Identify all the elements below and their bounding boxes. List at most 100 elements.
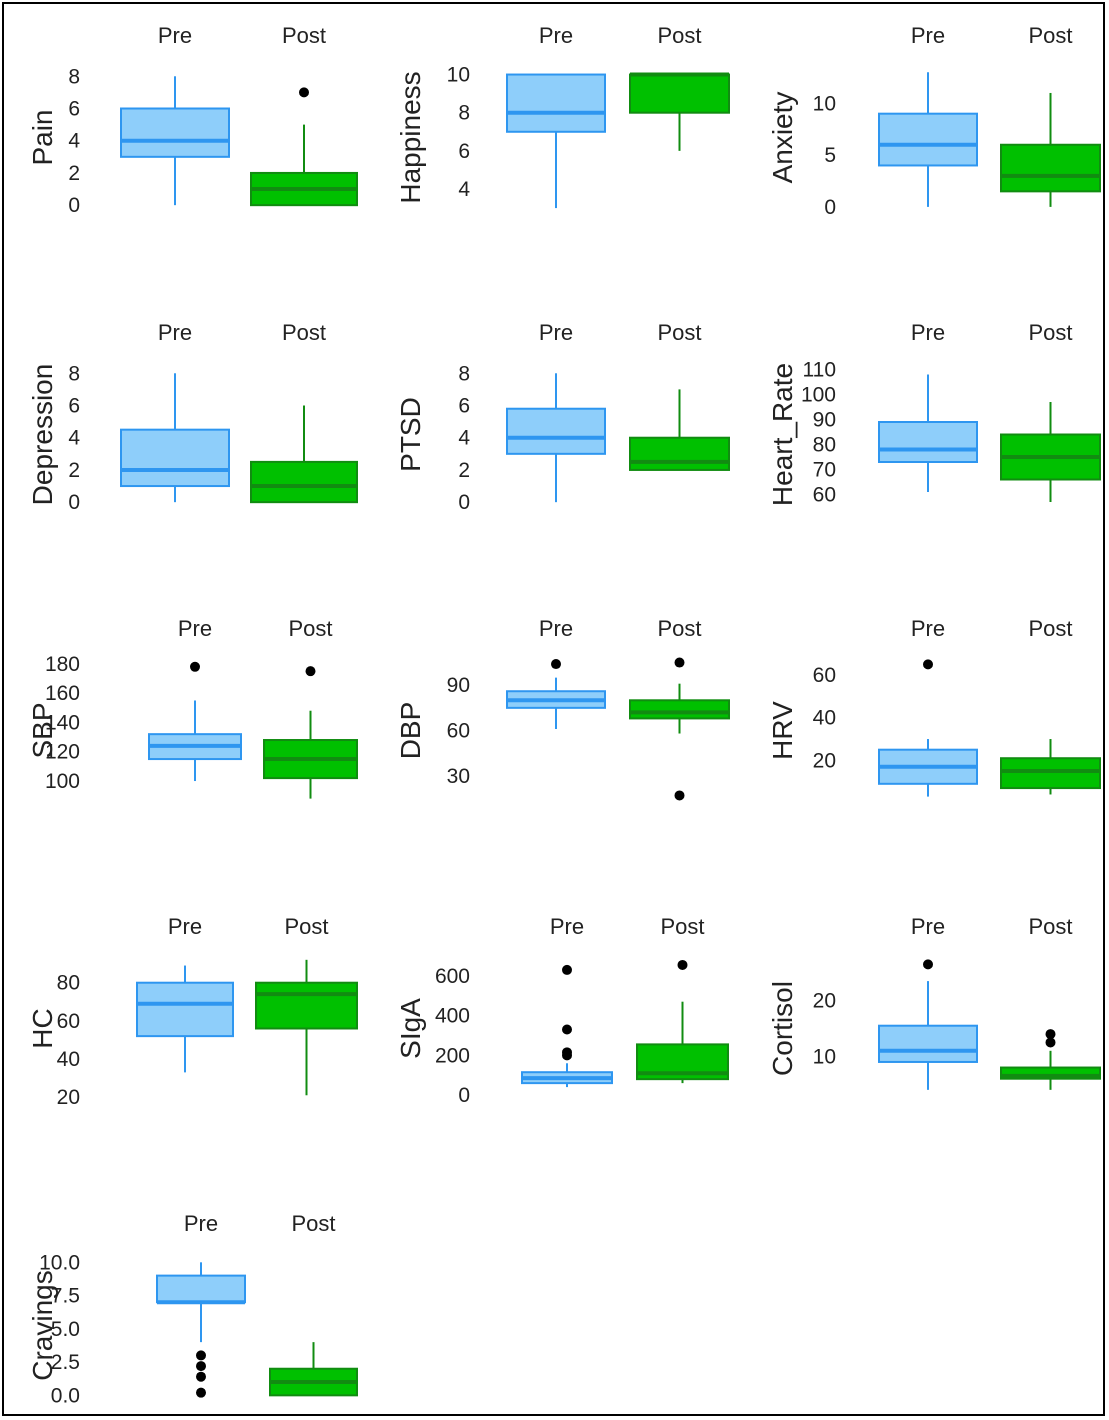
outlier-point bbox=[674, 657, 685, 668]
y-tick-label: 80 bbox=[813, 434, 836, 457]
group-label-pre: Pre bbox=[539, 320, 573, 345]
outlier-point bbox=[562, 1050, 572, 1061]
y-axis-title: SIgA bbox=[395, 998, 426, 1059]
y-tick-label: 60 bbox=[447, 720, 470, 743]
panel-pain: Pain 0 2 4 6 8 Pre Post bbox=[27, 23, 358, 217]
box-post bbox=[629, 699, 730, 720]
box-post bbox=[629, 73, 730, 114]
group-label-post: Post bbox=[1028, 914, 1072, 939]
y-tick-label: 2 bbox=[458, 459, 470, 482]
group-label-pre: Pre bbox=[911, 914, 945, 939]
outlier-point bbox=[551, 659, 561, 670]
y-tick-label: 90 bbox=[447, 674, 470, 697]
group-label-pre: Pre bbox=[911, 320, 945, 345]
y-tick-label: 20 bbox=[813, 990, 836, 1013]
group-label-post: Post bbox=[657, 320, 701, 345]
y-axis-title: DBP bbox=[395, 702, 426, 760]
outlier-point bbox=[305, 666, 316, 677]
y-tick-label: 200 bbox=[435, 1044, 470, 1067]
outlier-point bbox=[1045, 1029, 1056, 1040]
y-tick-label: 40 bbox=[57, 1048, 80, 1071]
y-tick-label: 160 bbox=[45, 682, 80, 705]
group-label-pre: Pre bbox=[911, 23, 945, 48]
y-tick-label: 2.5 bbox=[51, 1351, 80, 1374]
y-tick-label: 5.0 bbox=[51, 1318, 80, 1341]
y-tick-label: 6 bbox=[458, 395, 470, 418]
group-label-post: Post bbox=[1028, 23, 1072, 48]
panel-happiness: Happiness 4 6 8 10 Pre Post bbox=[395, 23, 730, 209]
box-pre bbox=[136, 981, 234, 1038]
y-tick-label: 10 bbox=[813, 92, 836, 115]
y-tick-label: 0 bbox=[824, 196, 836, 219]
outlier-point bbox=[196, 1350, 206, 1361]
y-tick-label: 120 bbox=[45, 741, 80, 764]
y-tick-label: 600 bbox=[435, 965, 470, 988]
y-tick-label: 110 bbox=[803, 359, 836, 382]
group-label-post: Post bbox=[282, 320, 326, 345]
group-label-post: Post bbox=[1028, 320, 1072, 345]
outlier-point bbox=[562, 964, 572, 975]
y-tick-label: 180 bbox=[45, 653, 80, 676]
group-label-post: Post bbox=[282, 23, 326, 48]
group-label-post: Post bbox=[1028, 616, 1072, 641]
y-tick-label: 60 bbox=[813, 484, 836, 507]
y-tick-label: 0 bbox=[458, 1084, 470, 1107]
outlier-point bbox=[674, 790, 685, 801]
box-pre bbox=[878, 112, 978, 167]
box-pre bbox=[878, 421, 978, 463]
y-tick-label: 4 bbox=[458, 178, 470, 201]
outlier-point bbox=[1045, 1037, 1056, 1048]
y-axis-title: SBP bbox=[27, 702, 58, 758]
outlier-point bbox=[190, 661, 200, 672]
group-label-pre: Pre bbox=[911, 616, 945, 641]
group-label-post: Post bbox=[660, 914, 704, 939]
y-tick-label: 400 bbox=[435, 1005, 470, 1028]
box-post bbox=[250, 460, 358, 504]
box-pre bbox=[878, 1024, 978, 1063]
y-axis-title: Pain bbox=[27, 109, 58, 165]
y-tick-label: 10.0 bbox=[39, 1251, 80, 1274]
box-post bbox=[629, 436, 730, 471]
group-label-pre: Pre bbox=[168, 914, 202, 939]
panel-dbp: DBP 30 60 90 Pre Post bbox=[395, 616, 730, 801]
y-tick-label: 6 bbox=[458, 140, 470, 163]
y-tick-label: 100 bbox=[801, 384, 836, 407]
box-pre bbox=[506, 407, 606, 455]
box-post bbox=[1000, 143, 1101, 193]
outlier-point bbox=[923, 659, 933, 670]
outlier-point bbox=[299, 87, 309, 98]
panel-siga: SIgA 0 200 400 600 Pre Post bbox=[395, 914, 729, 1107]
y-tick-label: 0.0 bbox=[51, 1384, 80, 1407]
y-tick-label: 60 bbox=[813, 664, 836, 687]
box-pre bbox=[506, 73, 606, 133]
y-tick-label: 4 bbox=[458, 427, 470, 450]
y-tick-label: 0 bbox=[68, 194, 80, 217]
group-label-post: Post bbox=[284, 914, 328, 939]
y-tick-label: 5 bbox=[824, 144, 836, 167]
y-tick-label: 140 bbox=[45, 711, 80, 734]
y-tick-label: 8 bbox=[458, 102, 470, 125]
y-axis-title: Happiness bbox=[395, 71, 426, 203]
y-axis-title: HRV bbox=[767, 701, 798, 760]
group-label-pre: Pre bbox=[539, 23, 573, 48]
box-post bbox=[255, 981, 358, 1030]
y-tick-label: 6 bbox=[68, 98, 80, 121]
y-tick-label: 10 bbox=[813, 1045, 836, 1068]
y-tick-label: 8 bbox=[458, 362, 470, 385]
outlier-point bbox=[562, 1024, 572, 1035]
y-tick-label: 0 bbox=[68, 491, 80, 514]
panel-cravings: Cravings 0.0 2.5 5.0 7.5 10.0 Pre Post bbox=[27, 1211, 358, 1407]
y-axis-title: Cravings bbox=[27, 1270, 58, 1380]
y-tick-label: 70 bbox=[813, 459, 836, 482]
panel-sbp: SBP 100 120 140 160 180 Pre Post bbox=[27, 616, 358, 799]
group-label-pre: Pre bbox=[158, 320, 192, 345]
y-tick-label: 4 bbox=[68, 427, 80, 450]
group-label-pre: Pre bbox=[178, 616, 212, 641]
panel-hc: HC 20 40 60 80 Pre Post bbox=[27, 914, 358, 1109]
outlier-point bbox=[923, 959, 933, 970]
y-tick-label: 100 bbox=[45, 770, 80, 793]
y-tick-label: 8 bbox=[68, 362, 80, 385]
